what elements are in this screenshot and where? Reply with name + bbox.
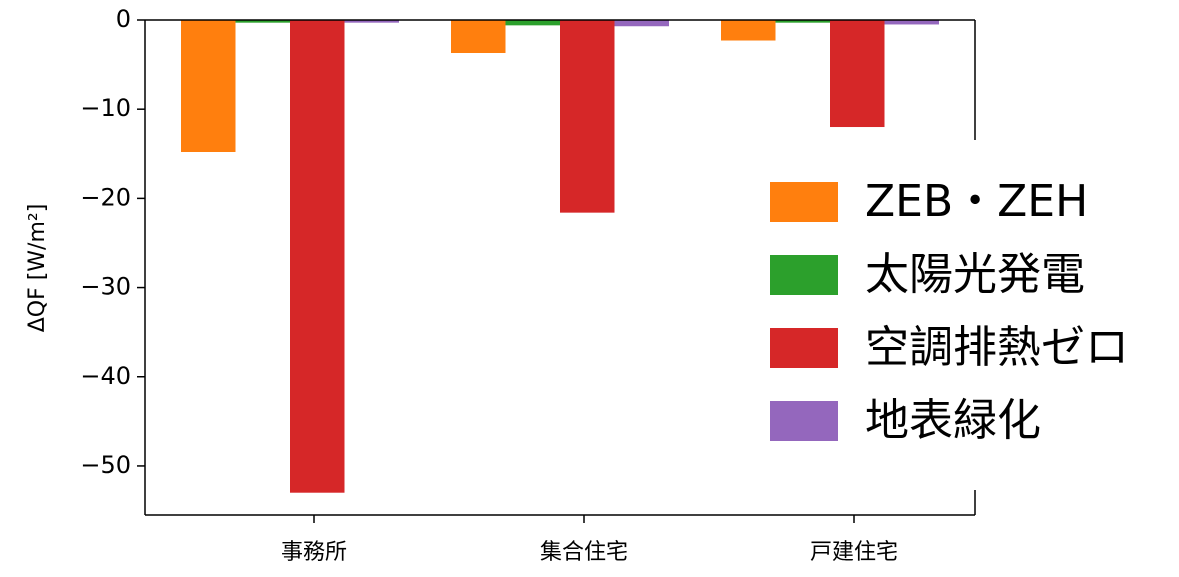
bar <box>560 20 615 213</box>
bar <box>775 20 830 23</box>
legend-swatch <box>770 255 838 295</box>
bar <box>884 20 939 25</box>
y-tick-label: 0 <box>116 5 131 33</box>
bar <box>235 20 290 23</box>
y-tick-label: −30 <box>80 273 131 301</box>
bar <box>505 20 560 26</box>
legend-label: 地表緑化 <box>865 395 1041 446</box>
x-tick-label: 事務所 <box>281 540 347 565</box>
x-tick-label: 集合住宅 <box>540 540 628 565</box>
y-tick-label: −10 <box>80 94 131 122</box>
bar <box>614 20 669 27</box>
y-tick-label: −50 <box>80 451 131 479</box>
y-tick-label: −20 <box>80 183 131 211</box>
legend-label: 空調排熱ゼロ <box>865 322 1129 373</box>
legend-label: ZEB・ZEH <box>865 176 1088 227</box>
legend-swatch <box>770 401 838 441</box>
legend-swatch <box>770 328 838 368</box>
legend-swatch <box>770 182 838 222</box>
bar <box>830 20 885 128</box>
y-tick-label: −40 <box>80 362 131 390</box>
bar <box>290 20 345 493</box>
bar <box>181 20 236 152</box>
bar <box>344 20 399 23</box>
legend-label: 太陽光発電 <box>865 249 1085 300</box>
bar <box>721 20 776 41</box>
bar <box>451 20 506 53</box>
x-tick-label: 戸建住宅 <box>810 540 898 565</box>
y-axis-label: ΔQF [W/m²] <box>25 204 50 333</box>
